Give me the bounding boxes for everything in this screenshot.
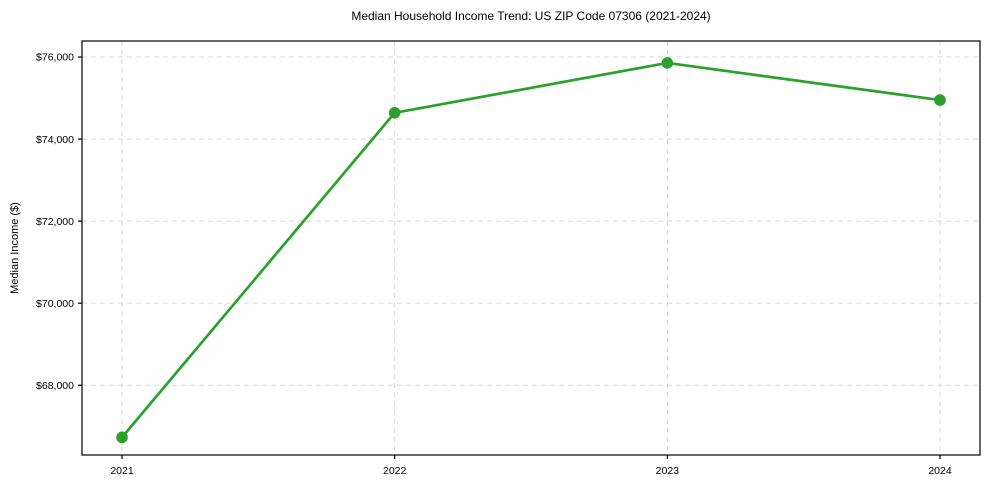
y-tick-label: $72,000	[36, 216, 74, 228]
y-tick-label: $70,000	[36, 298, 74, 310]
x-tick-label: 2021	[110, 465, 134, 477]
data-point-2022	[388, 107, 401, 119]
income-line	[120, 61, 942, 439]
data-point-2023	[661, 57, 674, 69]
data-point-2021	[116, 431, 128, 444]
x-tick-label: 2023	[656, 465, 680, 477]
axes-frame	[81, 40, 981, 456]
y-tick-label: $68,000	[36, 380, 74, 392]
y-tick-label: $76,000	[36, 52, 74, 64]
data-point-2024	[934, 94, 946, 106]
x-tick-label: 2022	[383, 465, 407, 477]
chart-title: Median Household Income Trend: US ZIP Co…	[351, 9, 711, 23]
x-tick-label: 2024	[928, 465, 952, 477]
y-tick-label: $74,000	[36, 134, 74, 146]
